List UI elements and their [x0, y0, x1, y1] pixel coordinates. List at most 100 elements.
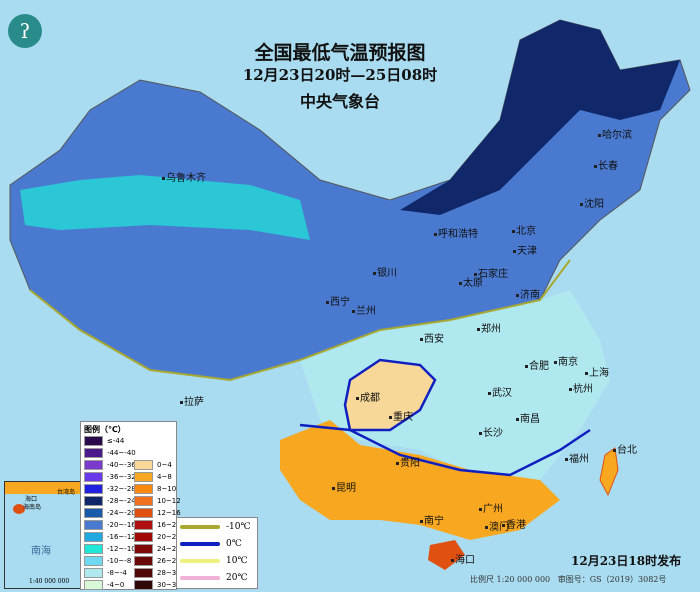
city-label: 福州 — [565, 450, 589, 465]
city-label: 贵阳 — [396, 454, 420, 469]
city-label: 长沙 — [479, 424, 503, 439]
city-label: 广州 — [479, 500, 503, 515]
city-label: 西安 — [420, 330, 444, 345]
city-label: 拉萨 — [180, 393, 204, 408]
forecast-period: 12月23日20时—25日08时 — [242, 66, 438, 84]
city-label: 太原 — [459, 274, 483, 289]
northeast-deep-cold — [400, 20, 680, 215]
legend-label: -12~-10 — [107, 544, 136, 553]
legend-entry: -24~-20 — [84, 507, 136, 518]
legend-entry: 10~12 — [134, 495, 181, 506]
legend-label: -28~-24 — [107, 496, 136, 505]
city-label: 哈尔滨 — [598, 126, 632, 141]
legend-swatch — [84, 447, 103, 458]
legend-swatch — [84, 543, 103, 554]
city-label: 天津 — [513, 242, 537, 257]
legend-label: 16~20 — [157, 520, 181, 529]
city-label: 武汉 — [488, 384, 512, 399]
legend-title: 图例（℃） — [84, 425, 126, 434]
legend-label: 8~10 — [157, 484, 177, 493]
isotherm-entry: -10℃ — [177, 518, 257, 535]
legend-swatch — [84, 435, 103, 446]
city-label: 上海 — [585, 364, 609, 379]
legend-entry: -8~-4 — [84, 567, 127, 578]
city-label: 台北 — [613, 441, 637, 456]
map-title: 全国最低气温预报图 — [254, 42, 426, 64]
legend-label: -24~-20 — [107, 508, 136, 517]
legend-swatch — [134, 519, 153, 530]
legend-swatch — [84, 471, 103, 482]
minus-ten-isotherm — [29, 259, 571, 382]
city-label: 香港 — [502, 516, 526, 531]
legend-swatch — [134, 531, 153, 542]
hainan-island — [428, 540, 465, 570]
city-label: 呼和浩特 — [434, 225, 478, 240]
legend-label: 10~12 — [157, 496, 181, 505]
city-label: 南昌 — [516, 410, 540, 425]
legend-entry: -20~-16 — [84, 519, 136, 530]
isotherm-legend: -10℃ 0℃ 10℃ 20℃ — [176, 517, 258, 589]
legend: 图例（℃） ≤-44 -44~-40 -40~-36 -36~-32 -32~-28 -2… — [80, 421, 181, 590]
legend-label: -4~0 — [107, 580, 125, 589]
city-label: 郑州 — [477, 320, 501, 335]
city-label: 长春 — [594, 157, 618, 172]
isotherm-line-swatch — [180, 575, 220, 580]
legend-entry: 12~16 — [134, 507, 181, 518]
legend-swatch — [134, 495, 153, 506]
inset-sea-label: 南海 — [31, 546, 51, 557]
legend-swatch — [84, 567, 103, 578]
map-approval-number: 审图号：GS（2019）3082号 — [557, 575, 667, 584]
isotherm-label: 20℃ — [226, 572, 248, 583]
legend-swatch — [84, 459, 103, 470]
city-label: 济南 — [516, 286, 540, 301]
agency-name: 中央气象台 — [299, 92, 380, 111]
legend-entry: -4~0 — [84, 579, 125, 590]
isotherm-line-swatch — [180, 558, 220, 563]
isotherm-entry: 20℃ — [177, 569, 257, 586]
legend-swatch — [84, 495, 103, 506]
legend-label: 30~32 — [157, 580, 181, 589]
legend-entry: -36~-32 — [84, 471, 136, 482]
legend-entry: ≤-44 — [84, 435, 124, 446]
legend-label: 24~26 — [157, 544, 181, 553]
isotherm-label: 10℃ — [226, 555, 248, 566]
city-label: 银川 — [373, 264, 397, 279]
legend-label: -20~-16 — [107, 520, 136, 529]
city-label: 澳门 — [485, 518, 509, 533]
legend-entry: -44~-40 — [84, 447, 136, 458]
legend-swatch — [134, 507, 153, 518]
legend-label: -16~-12 — [107, 532, 136, 541]
legend-swatch — [84, 579, 103, 590]
inset-taiwan-label: 台湾岛 — [57, 489, 76, 496]
map-scale: 比例尺 1:20 000 000 — [470, 575, 551, 584]
legend-label: 4~8 — [157, 472, 172, 481]
legend-entry: -40~-36 — [84, 459, 136, 470]
legend-swatch — [134, 555, 153, 566]
isotherm-line-swatch — [180, 524, 220, 529]
legend-swatch — [134, 459, 153, 470]
legend-label: 26~28 — [157, 556, 181, 565]
legend-swatch — [84, 483, 103, 494]
city-label: 兰州 — [352, 302, 376, 317]
legend-entry: -10~-8 — [84, 555, 131, 566]
legend-label: -44~-40 — [107, 448, 136, 457]
city-label: 石家庄 — [474, 265, 508, 280]
city-label: 昆明 — [332, 479, 356, 494]
city-label: 杭州 — [569, 380, 593, 395]
legend-swatch — [134, 579, 153, 590]
city-label: 成都 — [356, 389, 380, 404]
legend-entry: -28~-24 — [84, 495, 136, 506]
legend-entry: 4~8 — [134, 471, 172, 482]
legend-swatch — [134, 567, 153, 578]
issue-time: 12月23日18时发布 — [571, 554, 682, 568]
central-light-zone — [300, 290, 610, 480]
south-china-sea-inset: 海口 海南岛 台湾岛 南海 1:40 000 000 — [4, 481, 81, 589]
legend-entry: 24~26 — [134, 543, 181, 554]
cma-logo: ʔ — [8, 14, 42, 48]
city-label: 南宁 — [420, 512, 444, 527]
legend-entry: 28~30 — [134, 567, 181, 578]
city-label: 海口 — [451, 551, 475, 566]
legend-swatch — [84, 519, 103, 530]
